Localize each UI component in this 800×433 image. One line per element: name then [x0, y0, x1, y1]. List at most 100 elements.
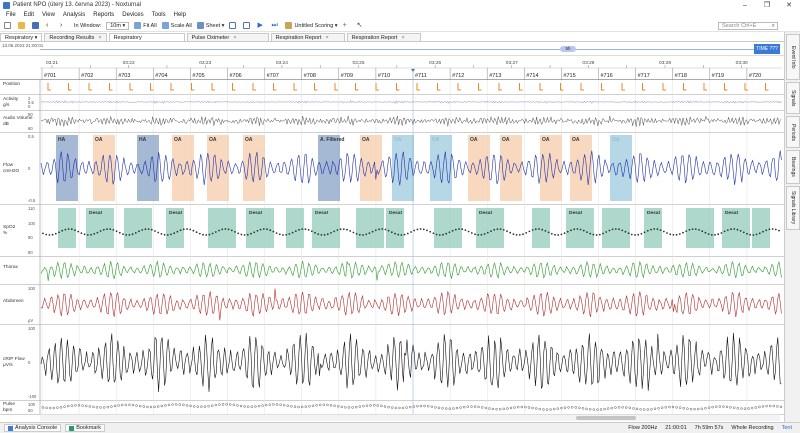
- spo2-sample-dot: [726, 229, 729, 232]
- pulse-sample-dot: [95, 406, 99, 409]
- spo2-sample-dot: [86, 234, 89, 236]
- in-window-select[interactable]: 10m ▾: [106, 21, 130, 30]
- play-button[interactable]: ▶: [257, 22, 266, 30]
- menu-view[interactable]: View: [42, 12, 55, 18]
- tab-respiration-report-1[interactable]: Respiration Report ×: [270, 33, 345, 41]
- panel-tab-signals-library[interactable]: Signals Library: [786, 186, 800, 230]
- overview-position-badge[interactable]: 5h: [560, 46, 576, 52]
- forward-button[interactable]: ›: [60, 22, 69, 30]
- menu-edit[interactable]: Edit: [23, 12, 35, 18]
- desat-box: [566, 208, 594, 248]
- minimize-button[interactable]: –: [743, 1, 747, 9]
- spo2-sample-dot: [595, 234, 598, 236]
- menu-help[interactable]: Help: [173, 12, 186, 18]
- scale-all-button[interactable]: Scale All: [161, 22, 192, 30]
- menu-analysis[interactable]: Analysis: [62, 12, 86, 18]
- spo2-sample-dot: [736, 228, 739, 231]
- flow-trace: [40, 150, 782, 186]
- layout-2-button[interactable]: [243, 22, 252, 30]
- central-apnea-box: [430, 135, 452, 201]
- channel-label[interactable]: Abdomen: [0, 299, 38, 305]
- horizontal-scrollbar[interactable]: [40, 414, 780, 421]
- save-button[interactable]: [32, 22, 41, 30]
- event-box: [207, 135, 229, 201]
- tab-respiratory[interactable]: Respiratory: [108, 33, 185, 41]
- menu-reports[interactable]: Reports: [93, 12, 115, 18]
- spo2-sample-dot: [67, 228, 70, 230]
- menu-file[interactable]: File: [6, 12, 16, 18]
- panel-tab-bearings[interactable]: Bearings: [786, 150, 800, 184]
- tab-respiration-report-2[interactable]: Respiration Report ×: [346, 33, 421, 41]
- sheet-button[interactable]: Sheet ▾: [196, 22, 224, 30]
- pulse-sample-dot: [715, 405, 718, 408]
- channel-label[interactable]: Position: [0, 82, 38, 88]
- pulse-sample-dot: [592, 408, 595, 411]
- event-box: [243, 135, 265, 201]
- channel-label[interactable]: Activity g/s: [0, 97, 38, 109]
- spo2-sample-dot: [512, 233, 515, 236]
- layout-1-button[interactable]: [229, 22, 238, 30]
- close-icon[interactable]: ×: [401, 34, 405, 41]
- pulse-sample-dot: [585, 407, 588, 411]
- time-ruler[interactable]: 03:21 03:22 03:23 03:24 03:25 03:26 03:27 03:28…: [0, 56, 784, 80]
- desat-box: [124, 208, 152, 248]
- channel-name: cRIP Flow: [3, 357, 25, 362]
- channel-label[interactable]: Audio Volume dB: [0, 116, 38, 128]
- channel-label[interactable]: Pulse bpm: [0, 402, 38, 414]
- back-button[interactable]: ‹: [46, 22, 55, 30]
- scrollbar-thumb[interactable]: [576, 416, 636, 420]
- new-button[interactable]: [4, 22, 13, 30]
- channel-unit: μV/s: [3, 363, 13, 368]
- tab-pulse-oximeter[interactable]: Pulse Oximeter ×: [186, 33, 269, 41]
- scoring-select[interactable]: Untitled Scoring ▾: [285, 22, 338, 30]
- spo2-sample-dot: [755, 233, 758, 236]
- spo2-sample-dot: [496, 228, 499, 231]
- add-scoring-button[interactable]: +: [343, 22, 352, 30]
- position-marker: [683, 83, 687, 91]
- search-input[interactable]: Search Ctrl+E ⌕: [718, 22, 778, 30]
- pulse-sample-dot: [106, 405, 110, 409]
- bookmark-button[interactable]: Bookmark: [65, 424, 105, 432]
- tab-recording-results[interactable]: Recording Results ×: [44, 33, 107, 41]
- pulse-sample-dot: [192, 405, 196, 408]
- spo2-sample-dot: [570, 229, 572, 232]
- channel-label[interactable]: Flow cmH2O: [0, 163, 38, 175]
- pulse-sample-dot: [553, 407, 556, 411]
- analysis-console-button[interactable]: Analysis Console: [4, 424, 62, 432]
- channel-label[interactable]: SpO2%: [0, 225, 38, 237]
- recording-overview[interactable]: 13.06.2023 21:00:01 5h TIME ???: [0, 42, 784, 56]
- pulse-sample-dot: [243, 405, 246, 408]
- close-button[interactable]: ✕: [786, 2, 792, 9]
- workspace-select[interactable]: Respiratory ▾: [0, 33, 43, 41]
- spo2-sample-dot: [435, 233, 438, 236]
- pulse-sample-dot: [765, 404, 768, 408]
- skip-button[interactable]: ⏭: [271, 22, 280, 30]
- pulse-sample-dot: [369, 404, 372, 407]
- sheet-label: Sheet: [205, 22, 221, 29]
- close-icon[interactable]: ×: [233, 34, 237, 41]
- panel-tab-event-info[interactable]: Event Info: [786, 34, 800, 80]
- spo2-sample-dot: [243, 234, 246, 236]
- spo2-sample-dot: [160, 233, 163, 235]
- spo2-sample-dot: [739, 230, 742, 232]
- scoring-options-button[interactable]: ↖: [357, 22, 366, 30]
- panel-tab-periods[interactable]: Periods: [786, 116, 800, 148]
- overview-track: [40, 49, 780, 50]
- menu-devices[interactable]: Devices: [122, 12, 144, 18]
- menu-tools[interactable]: Tools: [151, 12, 166, 18]
- channel-label[interactable]: Thorax: [0, 265, 38, 271]
- status-zoom[interactable]: Tent: [781, 425, 792, 431]
- maximize-button[interactable]: ❐: [763, 2, 771, 9]
- close-icon[interactable]: ×: [98, 34, 102, 41]
- spo2-sample-dot: [688, 228, 691, 231]
- channel-label[interactable]: cRIP Flow μV/s: [0, 357, 38, 369]
- open-button[interactable]: [18, 22, 27, 30]
- status-recording-select[interactable]: Whole Recording: [731, 425, 774, 431]
- panel-tab-signals[interactable]: Signals: [786, 82, 800, 114]
- axis-tick-label: 90: [28, 235, 33, 241]
- pulse-sample-dot: [556, 407, 559, 410]
- spo2-sample-dot: [470, 232, 473, 234]
- close-icon[interactable]: ×: [325, 34, 329, 41]
- fit-all-button[interactable]: Fit All: [134, 22, 157, 30]
